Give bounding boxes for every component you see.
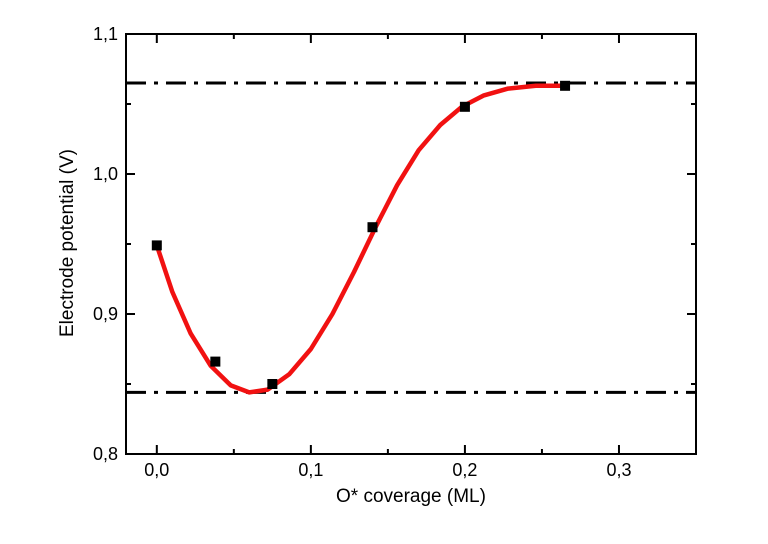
- x-tick-label: 0,1: [291, 460, 331, 481]
- electrode-potential-chart: O* coverage (ML) Electrode potential (V)…: [0, 0, 768, 544]
- y-tick-label: 1,0: [93, 164, 118, 185]
- y-tick-label: 0,8: [93, 444, 118, 465]
- y-tick-label: 1,1: [93, 24, 118, 45]
- x-tick-label: 0,3: [599, 460, 639, 481]
- y-tick-label: 0,9: [93, 304, 118, 325]
- y-axis-label: Electrode potential (V): [57, 123, 79, 363]
- x-axis-label: O* coverage (ML): [321, 486, 501, 508]
- x-tick-label: 0,2: [445, 460, 485, 481]
- x-tick-label: 0,0: [137, 460, 177, 481]
